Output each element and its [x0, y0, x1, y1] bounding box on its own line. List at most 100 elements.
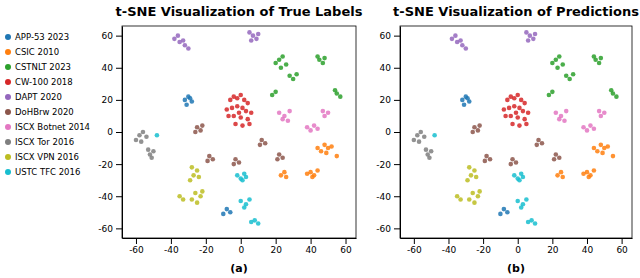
point	[287, 73, 292, 78]
series	[177, 165, 204, 205]
legend-entry: CSIC 2010	[5, 47, 59, 57]
point	[531, 37, 536, 42]
y-tick-label: 20	[380, 95, 392, 105]
point	[547, 93, 552, 98]
point	[605, 144, 610, 149]
point	[329, 144, 334, 149]
point	[233, 157, 238, 162]
legend-label: DoHBrw 2020	[15, 107, 74, 117]
points	[134, 30, 343, 226]
legend-label: CSTNLT 2023	[15, 62, 71, 72]
point	[472, 168, 477, 173]
figure: t-SNE Visualization of True Labels-60-40…	[0, 0, 640, 278]
point	[224, 207, 229, 212]
point	[308, 128, 313, 133]
point	[322, 56, 327, 61]
legend-marker	[5, 94, 11, 100]
y-tick: -40	[98, 192, 122, 202]
point	[557, 54, 562, 59]
y-tick-label: -40	[98, 192, 113, 202]
series	[193, 123, 285, 166]
point	[526, 38, 531, 43]
point	[279, 65, 284, 70]
point	[524, 30, 529, 35]
legend-entry: APP-53 2023	[5, 32, 69, 42]
point	[512, 96, 517, 101]
point	[564, 109, 569, 114]
x-tick: 20	[270, 238, 282, 255]
point	[536, 138, 541, 143]
y-tick-label: 60	[102, 31, 114, 41]
point	[256, 221, 261, 226]
point	[502, 207, 507, 212]
point	[277, 57, 282, 62]
series	[224, 93, 253, 128]
point	[474, 175, 479, 180]
point	[233, 122, 238, 127]
point	[512, 173, 517, 178]
point	[284, 62, 289, 67]
point	[592, 126, 597, 131]
legend-marker	[5, 49, 11, 55]
point	[183, 98, 188, 103]
point	[333, 88, 338, 93]
x-tick-mark	[518, 238, 519, 244]
point	[455, 194, 460, 199]
point	[554, 110, 559, 115]
x-tick-label: -20	[199, 245, 214, 255]
x-tick: 60	[340, 238, 352, 255]
point	[560, 62, 565, 67]
point	[244, 175, 249, 180]
point	[533, 32, 538, 37]
x-tick-label: -40	[164, 245, 179, 255]
point	[326, 110, 331, 115]
point	[418, 130, 423, 135]
point	[599, 114, 604, 119]
point	[195, 125, 200, 130]
point	[528, 33, 533, 38]
point	[465, 96, 470, 101]
y-tick-label: -20	[98, 160, 113, 170]
point	[205, 159, 210, 164]
series	[502, 93, 531, 128]
point	[188, 178, 193, 183]
points	[412, 30, 619, 226]
y-tick-mark	[116, 100, 122, 101]
point	[240, 123, 245, 128]
point	[151, 149, 156, 154]
y-tick-mark	[394, 68, 400, 69]
point	[515, 93, 520, 98]
y-tick: 60	[380, 31, 400, 41]
point	[533, 221, 538, 226]
point	[484, 154, 489, 159]
point	[183, 43, 188, 48]
point	[555, 173, 560, 178]
point	[146, 147, 151, 152]
y-tick: 20	[102, 95, 122, 105]
point	[259, 138, 264, 143]
x-tick-mark	[622, 238, 623, 244]
y-tick-mark	[394, 196, 400, 197]
point	[245, 101, 250, 106]
series	[460, 94, 510, 216]
point	[144, 135, 149, 140]
point	[249, 220, 254, 225]
point	[181, 38, 186, 43]
point	[221, 212, 226, 217]
point	[427, 155, 432, 160]
point	[432, 133, 437, 138]
point	[472, 200, 477, 205]
y-tick-mark	[116, 196, 122, 197]
point	[254, 37, 259, 42]
point	[611, 154, 616, 159]
x-tick: -60	[407, 238, 422, 255]
y-tick-label: 20	[102, 95, 114, 105]
point	[315, 126, 320, 131]
point	[552, 157, 557, 162]
point	[305, 125, 310, 130]
series	[155, 133, 261, 226]
point	[226, 114, 231, 119]
point	[280, 117, 285, 122]
point	[562, 118, 567, 123]
x-axis-title: (a)	[230, 262, 247, 275]
